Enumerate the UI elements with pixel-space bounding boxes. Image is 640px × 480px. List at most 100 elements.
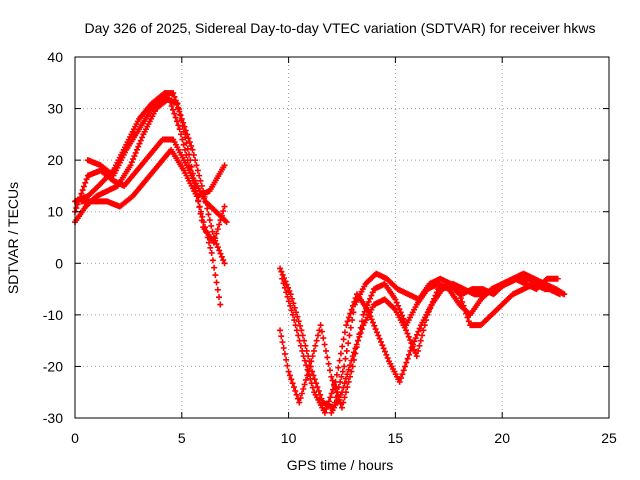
data-point <box>407 336 414 343</box>
data-point <box>369 289 376 296</box>
data-point <box>176 126 183 133</box>
y-tick-label: 30 <box>47 101 63 117</box>
data-point <box>299 347 306 354</box>
data-point <box>349 302 356 309</box>
data-point <box>324 354 331 361</box>
data-point <box>189 170 196 177</box>
data-point <box>408 340 415 347</box>
data-point <box>214 286 221 293</box>
data-point <box>407 347 414 354</box>
x-tick-label: 5 <box>178 430 186 446</box>
data-point <box>355 337 362 344</box>
data-point <box>393 299 400 306</box>
data-point <box>339 389 345 396</box>
data-point <box>336 357 343 364</box>
data-point <box>283 281 290 288</box>
data-point <box>312 342 319 349</box>
x-tick-label: 20 <box>494 430 510 446</box>
x-axis-label: GPS time / hours <box>287 457 394 473</box>
data-point <box>288 376 295 383</box>
data-point <box>325 398 332 405</box>
data-point <box>309 384 316 391</box>
data-point <box>73 205 80 212</box>
y-tick-label: 20 <box>47 152 63 168</box>
data-point <box>289 380 296 387</box>
data-point <box>352 345 359 352</box>
data-point <box>341 394 348 401</box>
data-point <box>414 331 421 338</box>
data-point <box>283 289 290 296</box>
data-point <box>136 140 143 147</box>
data-point <box>171 110 178 117</box>
data-point <box>209 257 216 264</box>
data-point <box>210 239 217 246</box>
data-point <box>187 157 194 164</box>
data-point <box>290 384 297 391</box>
data-point <box>461 306 468 313</box>
data-point <box>217 217 224 224</box>
data-point <box>297 342 304 349</box>
data-point <box>211 264 218 271</box>
data-point <box>327 394 334 401</box>
data-point <box>193 162 200 169</box>
data-point <box>128 159 135 166</box>
data-point <box>195 197 202 204</box>
data-point <box>433 289 440 296</box>
data-point <box>423 317 430 324</box>
data-point <box>351 349 358 356</box>
data-point <box>419 332 426 339</box>
data-point <box>376 335 383 342</box>
data-point <box>371 322 378 329</box>
series-track-8 <box>279 275 563 416</box>
data-point <box>337 350 344 357</box>
data-point <box>323 405 330 412</box>
data-point <box>285 298 292 305</box>
data-point <box>289 311 296 318</box>
data-point <box>339 343 346 350</box>
data-point <box>347 310 354 317</box>
data-point <box>304 366 311 373</box>
data-point <box>220 208 227 215</box>
data-point <box>307 375 314 382</box>
data-point <box>177 111 184 118</box>
data-point <box>343 347 350 354</box>
data-point <box>175 106 182 113</box>
data-point <box>280 280 287 287</box>
data-point <box>295 332 302 339</box>
data-point <box>325 360 332 367</box>
data-point <box>365 298 372 305</box>
data-point <box>194 167 201 174</box>
data-point <box>133 146 140 153</box>
data-point <box>314 332 321 339</box>
data-point <box>412 335 419 342</box>
data-point <box>332 378 339 385</box>
data-point <box>345 378 352 385</box>
data-point <box>341 363 348 370</box>
data-point <box>74 201 81 208</box>
data-point <box>459 298 466 305</box>
data-point <box>80 183 87 190</box>
data-point <box>431 295 438 302</box>
data-point <box>403 327 410 334</box>
data-point <box>349 353 356 360</box>
data-point <box>420 327 427 334</box>
data-point <box>343 375 350 382</box>
data-point <box>196 172 203 179</box>
data-point <box>463 310 470 317</box>
data-point <box>206 217 213 224</box>
data-point <box>300 353 307 360</box>
data-point <box>318 395 325 402</box>
data-point <box>302 376 309 383</box>
y-tick-label: 0 <box>55 255 63 271</box>
data-point <box>178 117 185 124</box>
data-point <box>198 217 205 224</box>
data-point <box>184 131 191 138</box>
data-point <box>402 363 409 370</box>
data-point <box>359 326 366 333</box>
data-point <box>344 371 351 378</box>
data-point <box>79 187 86 194</box>
data-point <box>372 326 379 333</box>
data-point <box>130 156 137 163</box>
data-point <box>131 153 138 160</box>
data-point <box>464 314 471 321</box>
